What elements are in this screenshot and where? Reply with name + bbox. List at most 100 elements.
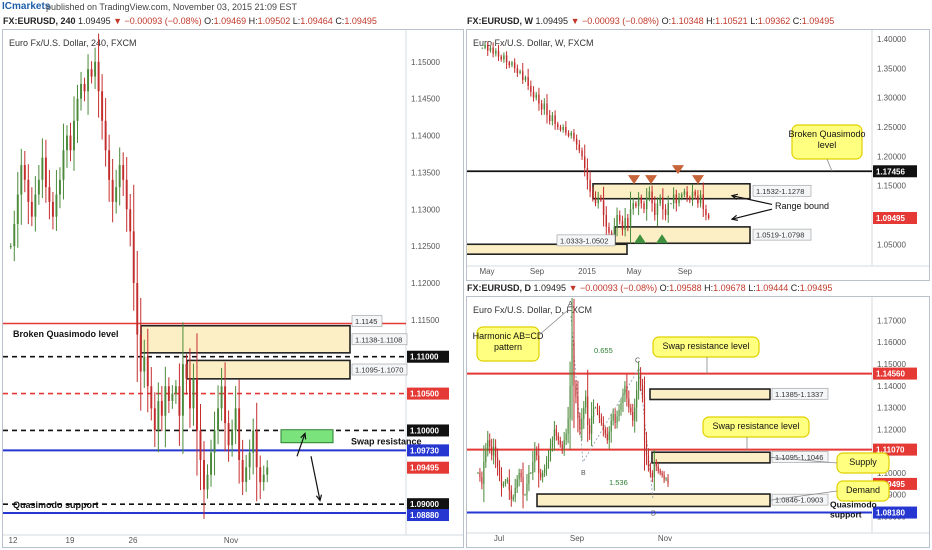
weekly-candle [699,194,702,204]
h4-symbol: FX:EURUSD, 240 [3,16,76,26]
daily-candle [645,440,648,456]
daily-candle [634,407,636,421]
h4-tag-1100: 1.11000 [410,353,439,362]
h4-candle [245,467,248,483]
weekly-candle [640,197,643,204]
h4-candle [192,378,195,409]
daily-open: 1.09588 [669,283,702,293]
daily-candle [655,462,657,467]
daily-candle [598,411,601,419]
weekly-candle [562,126,564,130]
weekly-candle [621,220,624,230]
h4-candle [69,135,72,151]
daily-candle [543,468,546,473]
daily-price: 1.09495 [533,283,567,293]
h4-candle [248,452,251,468]
h4-zone-tag-1145-bg [351,315,383,327]
daily-candle [557,435,559,441]
weekly-candle [530,85,532,92]
weekly-candle [540,103,543,110]
weekly-candle [505,55,508,63]
daily-high: 1.09678 [713,283,746,293]
weekly-candle [513,62,516,69]
h4-chart[interactable]: Euro Fx/U.S. Dollar, 240, FXCM 1.15000 1.1… [3,30,463,547]
weekly-candle [481,47,484,49]
weekly-callout-pointer [826,158,833,172]
daily-candle [626,385,628,399]
daily-candle [502,483,505,486]
weekly-candle [565,126,567,133]
daily-candle [659,470,661,473]
weekly-candle [524,77,527,81]
weekly-x-tick: 2015 [578,267,596,276]
daily-candle [594,407,597,409]
daily-close: 1.09495 [799,283,833,293]
h4-candle [51,201,54,217]
weekly-candle [678,197,680,204]
daily-chart-panel[interactable]: Euro Fx/U.S. Dollar, D, FXCM 1.17000 1.160… [466,296,930,548]
weekly-info-line: FX:EURUSD, W 1.09495 ▼ −0.00093 (−0.08%)… [467,16,835,26]
h4-candle [238,408,241,460]
h4-candle [196,378,198,431]
daily-callout-harmonic: pattern [494,342,522,352]
daily-callout-harmonic: Harmonic AB=CD [473,331,544,341]
h4-tag-1000-bg [407,424,449,437]
daily-tag-last: 1.09495 [876,480,905,489]
weekly-candle [548,115,551,122]
brand-logo[interactable]: ICmarkets [2,1,51,12]
weekly-arrow-lower-head [730,214,738,221]
daily-candle [500,475,503,486]
weekly-candle [619,215,621,221]
weekly-marker-down-0 [628,175,640,185]
weekly-candle [600,197,602,201]
h4-title: Euro Fx/U.S. Dollar, 240, FXCM [9,38,137,48]
daily-zone-0903 [536,493,771,508]
h4-candle [150,386,153,409]
daily-y-tick: 1.12000 [877,425,906,434]
weekly-candle [557,124,559,127]
h4-candle [252,430,255,453]
weekly-x-tick: Sep [678,267,693,276]
weekly-chart-panel[interactable]: Euro Fx/U.S. Dollar, W, FXCM 1.40000 1.350… [466,29,930,281]
h4-high: 1.09502 [257,16,291,26]
weekly-arrow-upper [731,195,773,206]
weekly-candle [645,197,648,210]
h4-candle [44,157,47,188]
daily-candle [663,475,665,480]
h4-candle [259,467,262,483]
weekly-candle [578,144,581,151]
h4-candle [171,393,174,401]
weekly-candle [551,115,554,122]
daily-candle [616,416,618,423]
daily-candle [571,342,573,386]
weekly-chart[interactable]: Euro Fx/U.S. Dollar, W, FXCM 1.40000 1.350… [467,30,929,280]
h4-y-tick: 1.13000 [411,205,440,214]
daily-candle [542,472,544,478]
h4-candle [97,61,100,92]
h4-candle [266,467,269,475]
daily-candle [591,416,593,434]
daily-chart[interactable]: Euro Fx/U.S. Dollar, D, FXCM 1.17000 1.160… [467,297,929,547]
weekly-candle [643,203,645,210]
h4-candle [234,408,237,431]
daily-candle [604,429,606,434]
weekly-candle [495,50,497,54]
daily-candle [555,429,557,436]
h4-candle [83,83,86,92]
daily-candle [596,407,599,412]
daily-candle [491,446,493,456]
h4-y-tick: 1.14000 [411,132,440,141]
daily-candle [561,444,563,449]
daily-candle [518,472,520,480]
weekly-candle [484,44,486,48]
h4-candle [125,179,128,210]
weekly-candle [605,215,608,227]
weekly-y-tick: 1.40000 [877,35,906,44]
daily-candle [651,472,653,478]
h4-chart-panel[interactable]: Euro Fx/U.S. Dollar, 240, FXCM 1.15000 1.1… [2,29,464,548]
weekly-candle [637,197,640,207]
h4-candle [23,165,26,180]
h4-candle [143,356,146,372]
h4-y-tick: 1.12000 [411,279,440,288]
daily-callout-harmonic-pointer [538,310,568,336]
